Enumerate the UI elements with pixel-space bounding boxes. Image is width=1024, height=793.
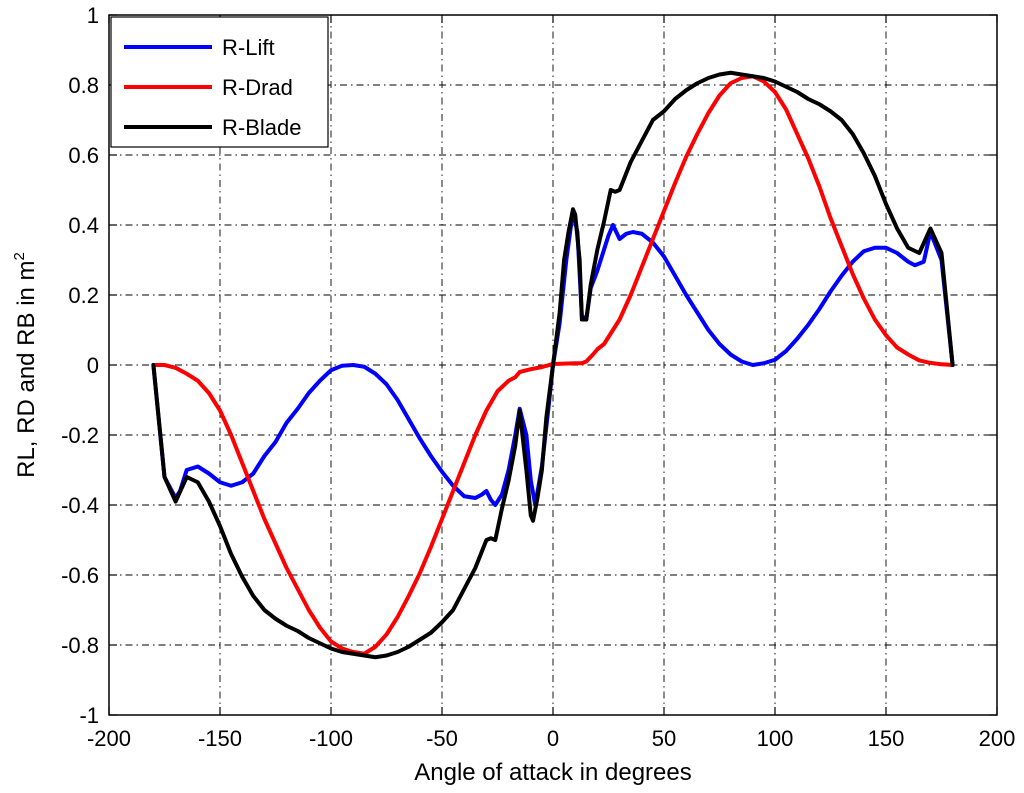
- y-tick-label: 0: [87, 353, 99, 378]
- x-tick-label: 150: [868, 726, 905, 751]
- x-tick-label: -200: [87, 726, 131, 751]
- y-tick-label: 0.2: [68, 283, 99, 308]
- x-tick-labels: -200 -150 -100 -50 0 50 100 150 200: [87, 726, 1015, 751]
- legend-label-r-lift: R-Lift: [222, 35, 275, 60]
- x-tick-label: -50: [426, 726, 458, 751]
- legend: R-Lift R-Drad R-Blade: [110, 16, 329, 148]
- grid: [109, 15, 997, 715]
- y-tick-label: -0.2: [61, 423, 99, 448]
- x-tick-label: -100: [309, 726, 353, 751]
- series-line-r-drad: [151, 74, 955, 656]
- y-axis-label-superscript: 2: [11, 252, 28, 260]
- y-tick-label: -0.6: [61, 563, 99, 588]
- y-tick-label: -1: [79, 703, 99, 728]
- y-tick-label: -0.8: [61, 633, 99, 658]
- x-tick-label: 100: [757, 726, 794, 751]
- legend-label-r-drad: R-Drad: [222, 75, 293, 100]
- x-axis-label: Angle of attack in degrees: [414, 759, 692, 786]
- y-tick-label: 0.4: [68, 213, 99, 238]
- series-line-r-blade: [151, 70, 955, 660]
- x-tick-label: 0: [547, 726, 559, 751]
- x-tick-label: 200: [979, 726, 1016, 751]
- y-tick-label: 0.8: [68, 73, 99, 98]
- x-tick-label: -150: [198, 726, 242, 751]
- series-lines: [151, 70, 955, 660]
- y-axis-label: RL, RD and RB in m2: [11, 252, 40, 478]
- y-axis-label-text: RL, RD and RB in m: [13, 260, 40, 477]
- legend-label-r-blade: R-Blade: [222, 115, 301, 140]
- y-tick-labels: -1 -0.8 -0.6 -0.4 -0.2 0 0.2 0.4 0.6 0.8 1: [61, 3, 99, 728]
- y-tick-label: 0.6: [68, 143, 99, 168]
- y-tick-label: -0.4: [61, 493, 99, 518]
- x-tick-label: 50: [652, 726, 676, 751]
- y-tick-label: 1: [87, 3, 99, 28]
